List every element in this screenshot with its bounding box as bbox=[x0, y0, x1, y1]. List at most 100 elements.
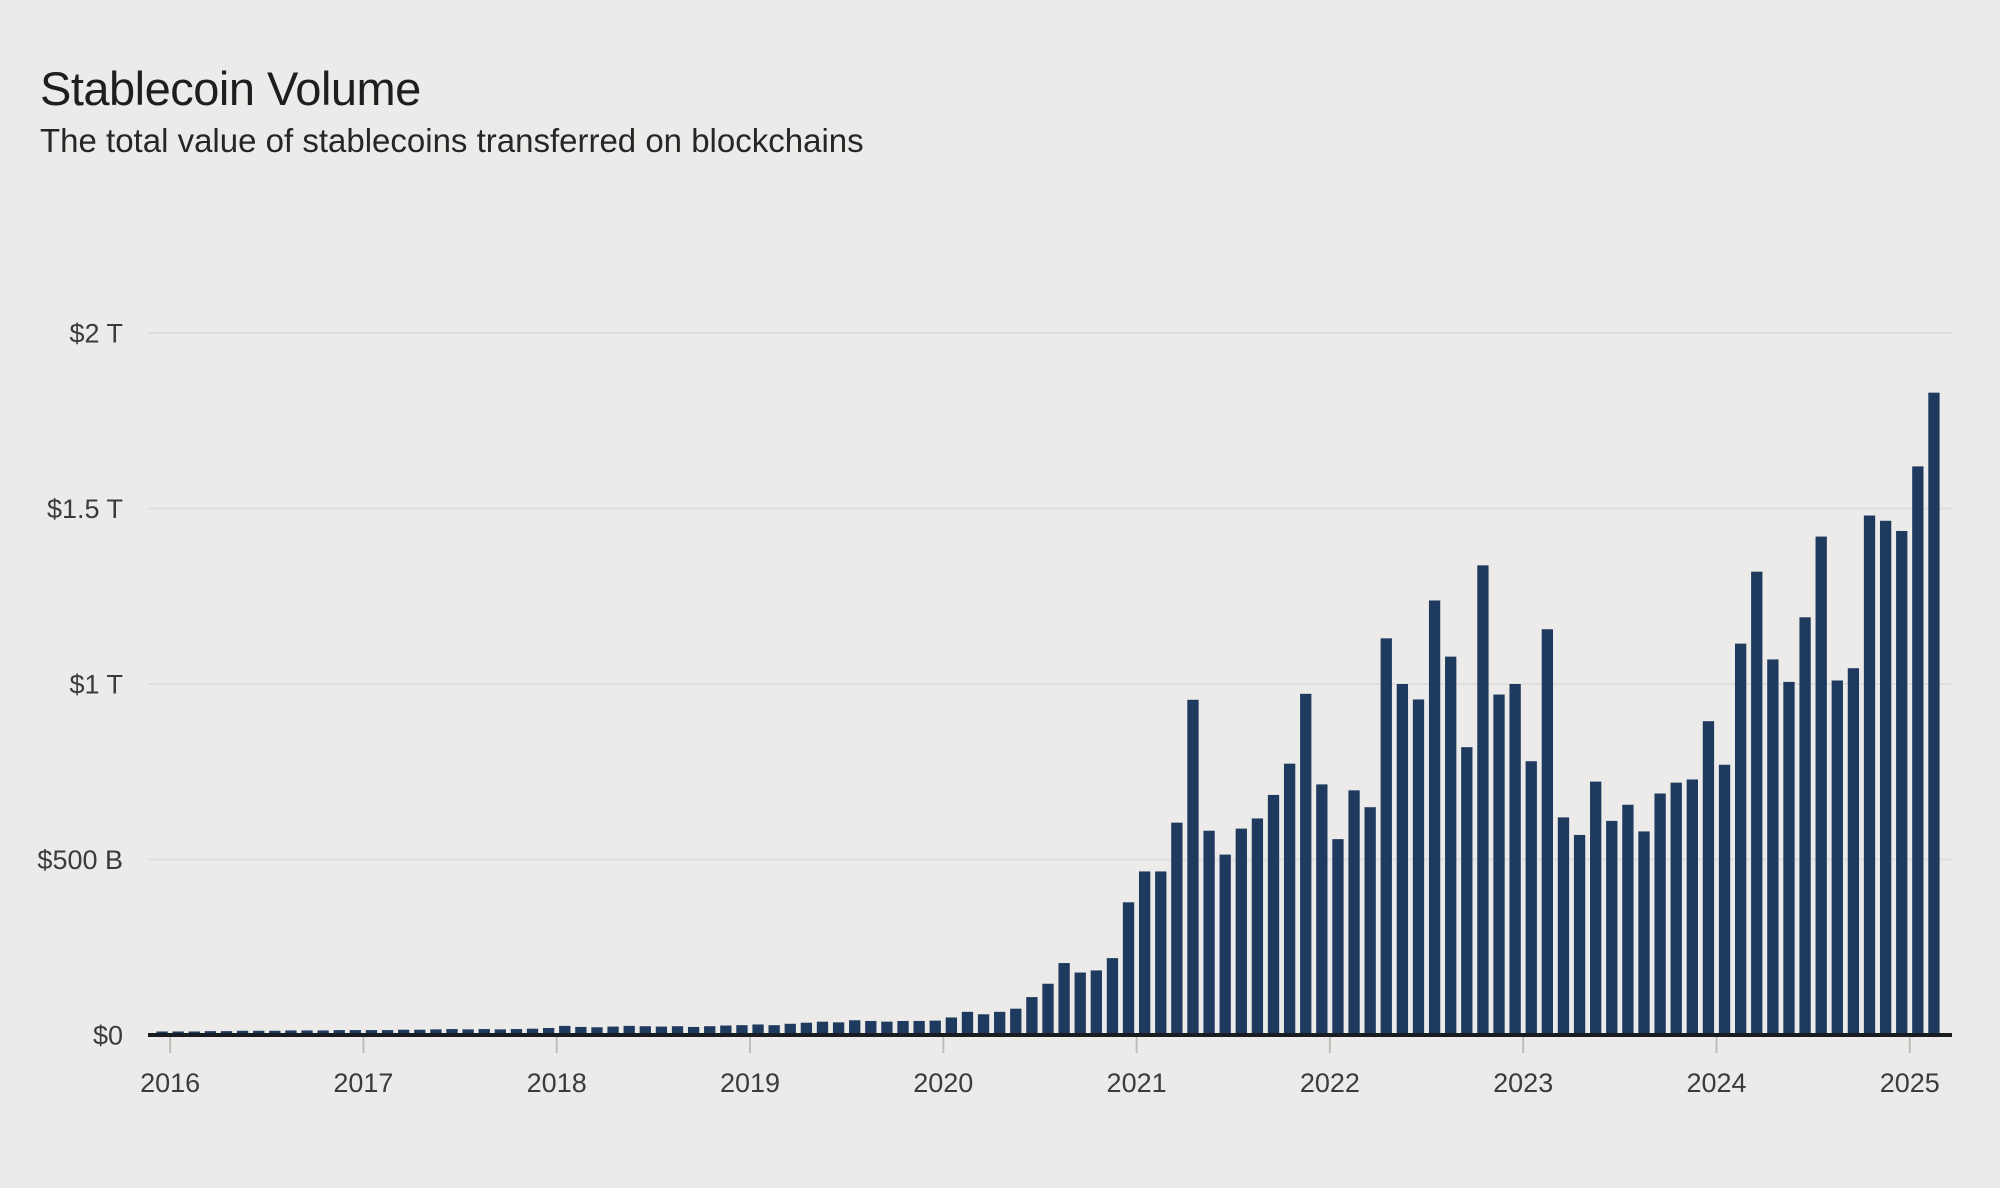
bar-2023-12[interactable] bbox=[1702, 721, 1715, 1035]
bar-2018-11[interactable] bbox=[720, 1025, 732, 1035]
bar-2025-02[interactable] bbox=[1928, 392, 1940, 1035]
bar-2019-05[interactable] bbox=[816, 1021, 829, 1035]
bar-2024-10[interactable] bbox=[1863, 515, 1876, 1035]
bar-2019-10[interactable] bbox=[897, 1020, 909, 1035]
bar-2024-11[interactable] bbox=[1879, 520, 1892, 1035]
bar-2018-03[interactable] bbox=[591, 1027, 603, 1035]
bar-2023-09[interactable] bbox=[1654, 793, 1666, 1035]
bar-2022-02[interactable] bbox=[1348, 790, 1360, 1035]
bar-2023-06[interactable] bbox=[1606, 820, 1618, 1035]
bar-2018-08[interactable] bbox=[671, 1026, 684, 1035]
bar-2020-09[interactable] bbox=[1074, 972, 1086, 1035]
bar-2020-02[interactable] bbox=[961, 1011, 974, 1035]
bar-2018-07[interactable] bbox=[655, 1026, 668, 1035]
bar-2023-01[interactable] bbox=[1525, 761, 1537, 1035]
bar-2017-02[interactable] bbox=[381, 1030, 394, 1035]
bar-2021-06[interactable] bbox=[1219, 854, 1231, 1035]
bar-2018-10[interactable] bbox=[704, 1026, 716, 1035]
bar-2024-05[interactable] bbox=[1783, 681, 1795, 1035]
bar-2022-09[interactable] bbox=[1461, 747, 1473, 1035]
bar-2018-02[interactable] bbox=[575, 1026, 587, 1035]
bar-2020-12[interactable] bbox=[1122, 902, 1135, 1035]
bar-2018-12[interactable] bbox=[736, 1025, 748, 1035]
bar-2017-03[interactable] bbox=[398, 1029, 410, 1035]
bar-2022-10[interactable] bbox=[1477, 565, 1489, 1035]
bar-2024-08[interactable] bbox=[1831, 680, 1843, 1035]
bar-2017-01[interactable] bbox=[365, 1030, 378, 1035]
bar-2024-02[interactable] bbox=[1734, 643, 1747, 1035]
bar-2022-06[interactable] bbox=[1412, 699, 1425, 1035]
bar-2024-01[interactable] bbox=[1718, 764, 1731, 1035]
bar-2023-08[interactable] bbox=[1638, 831, 1650, 1035]
bar-2017-06[interactable] bbox=[446, 1029, 458, 1035]
bar-2020-01[interactable] bbox=[945, 1017, 958, 1035]
bar-2016-10[interactable] bbox=[317, 1030, 329, 1035]
bar-2018-09[interactable] bbox=[687, 1026, 700, 1035]
bar-2019-02[interactable] bbox=[768, 1025, 780, 1035]
bar-2017-11[interactable] bbox=[526, 1028, 539, 1035]
bar-2016-09[interactable] bbox=[301, 1030, 313, 1035]
bar-2021-09[interactable] bbox=[1267, 794, 1280, 1035]
bar-2019-07[interactable] bbox=[849, 1020, 861, 1035]
bar-2016-05[interactable] bbox=[236, 1030, 249, 1035]
bar-2016-11[interactable] bbox=[333, 1030, 345, 1035]
bar-2017-07[interactable] bbox=[462, 1029, 474, 1035]
bar-2023-05[interactable] bbox=[1590, 781, 1602, 1035]
bar-2017-12[interactable] bbox=[542, 1027, 555, 1035]
bar-2021-01[interactable] bbox=[1138, 871, 1151, 1035]
bar-2025-01[interactable] bbox=[1912, 466, 1924, 1035]
bar-2023-10[interactable] bbox=[1670, 782, 1682, 1035]
bar-2019-09[interactable] bbox=[881, 1021, 893, 1035]
bar-2022-12[interactable] bbox=[1509, 684, 1521, 1035]
bar-2017-08[interactable] bbox=[478, 1029, 490, 1035]
bar-2020-07[interactable] bbox=[1042, 983, 1054, 1035]
bar-2023-07[interactable] bbox=[1622, 804, 1634, 1035]
bar-2016-06[interactable] bbox=[253, 1030, 265, 1035]
bar-2022-11[interactable] bbox=[1493, 694, 1505, 1035]
bar-2018-06[interactable] bbox=[639, 1026, 651, 1035]
bar-2021-12[interactable] bbox=[1316, 784, 1328, 1035]
bar-2021-11[interactable] bbox=[1300, 693, 1312, 1035]
bar-2017-10[interactable] bbox=[510, 1029, 523, 1035]
bar-2020-03[interactable] bbox=[977, 1014, 990, 1035]
bar-2021-08[interactable] bbox=[1251, 818, 1264, 1035]
bar-2022-08[interactable] bbox=[1445, 656, 1457, 1035]
bar-2024-12[interactable] bbox=[1896, 530, 1908, 1035]
bar-2022-03[interactable] bbox=[1364, 807, 1376, 1035]
bar-2019-11[interactable] bbox=[913, 1020, 925, 1035]
bar-2016-12[interactable] bbox=[349, 1030, 362, 1035]
bar-2016-08[interactable] bbox=[285, 1030, 297, 1035]
bar-2020-08[interactable] bbox=[1058, 963, 1070, 1035]
bar-2018-05[interactable] bbox=[623, 1025, 635, 1035]
bar-2024-06[interactable] bbox=[1799, 617, 1811, 1035]
bar-2021-07[interactable] bbox=[1235, 828, 1247, 1035]
bar-2023-04[interactable] bbox=[1573, 834, 1586, 1035]
bar-2020-04[interactable] bbox=[994, 1011, 1006, 1035]
bar-2024-09[interactable] bbox=[1847, 668, 1860, 1035]
bar-2018-01[interactable] bbox=[559, 1025, 571, 1035]
bar-2017-05[interactable] bbox=[430, 1029, 442, 1035]
bar-2018-04[interactable] bbox=[607, 1026, 619, 1035]
bar-2017-09[interactable] bbox=[494, 1029, 506, 1035]
bar-2020-10[interactable] bbox=[1090, 970, 1102, 1035]
bar-2019-06[interactable] bbox=[832, 1022, 845, 1035]
bar-2022-04[interactable] bbox=[1380, 638, 1392, 1035]
bar-2023-11[interactable] bbox=[1686, 779, 1698, 1035]
bar-2020-11[interactable] bbox=[1106, 958, 1119, 1035]
bar-2020-05[interactable] bbox=[1010, 1008, 1022, 1035]
bar-2024-07[interactable] bbox=[1815, 536, 1827, 1035]
bar-2021-04[interactable] bbox=[1187, 699, 1199, 1035]
bar-2020-06[interactable] bbox=[1026, 997, 1038, 1035]
bar-2021-03[interactable] bbox=[1171, 822, 1183, 1035]
bar-2019-04[interactable] bbox=[800, 1022, 813, 1035]
bar-2019-08[interactable] bbox=[865, 1020, 877, 1035]
bar-2023-03[interactable] bbox=[1557, 817, 1570, 1035]
bar-2021-02[interactable] bbox=[1155, 871, 1167, 1035]
bar-2019-12[interactable] bbox=[929, 1020, 941, 1035]
bar-2019-01[interactable] bbox=[752, 1024, 764, 1035]
bar-2023-02[interactable] bbox=[1541, 629, 1554, 1035]
bar-2019-03[interactable] bbox=[784, 1023, 796, 1035]
bar-2024-03[interactable] bbox=[1751, 571, 1763, 1035]
bar-2022-01[interactable] bbox=[1332, 839, 1344, 1035]
bar-2022-07[interactable] bbox=[1428, 600, 1441, 1035]
